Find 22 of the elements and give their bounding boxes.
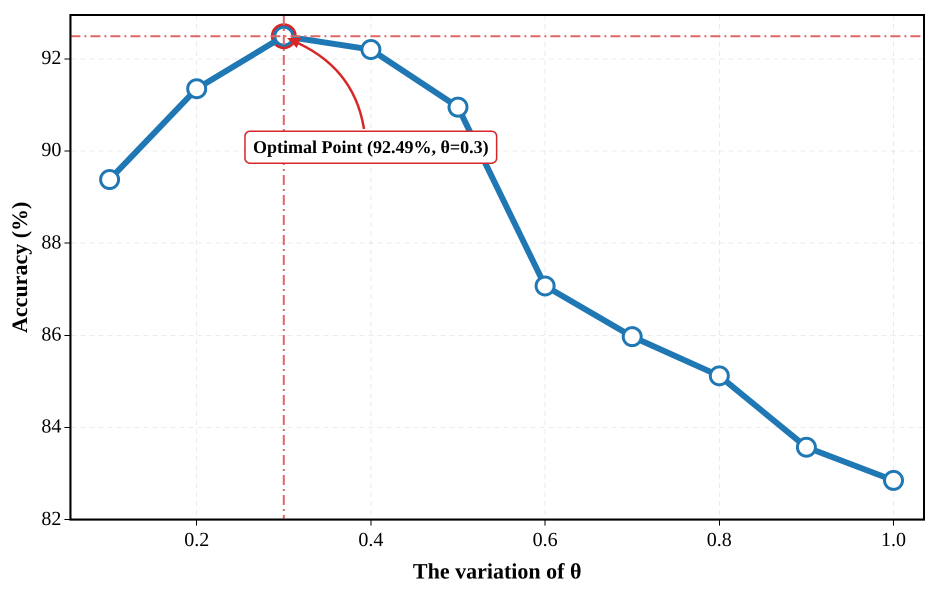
y-tick-label: 86 — [41, 324, 62, 346]
y-tick-label: 88 — [41, 231, 62, 254]
point — [883, 470, 904, 491]
x-tick-label: 1.0 — [881, 528, 906, 551]
point — [708, 365, 730, 386]
y-tick-label: 82 — [41, 508, 62, 530]
y-tick-label: 90 — [41, 139, 62, 162]
x-axis-title: The variation of θ — [412, 558, 582, 584]
point — [534, 275, 556, 296]
point — [186, 78, 208, 100]
y-axis-title: Accuracy (%) — [6, 202, 32, 333]
x-tick-label: 0.6 — [532, 528, 558, 551]
point — [796, 436, 817, 458]
point — [622, 326, 643, 348]
point — [99, 169, 120, 190]
y-tick-label: 92 — [41, 47, 62, 70]
x-tick-label: 0.4 — [358, 528, 384, 551]
annotation: Optimal Point (92.49%, θ=0.3) — [252, 136, 489, 157]
x-tick-label: 0.8 — [706, 528, 732, 551]
y-tick-label: 84 — [41, 416, 62, 438]
x-tick-label: 0.2 — [184, 528, 210, 551]
point — [448, 96, 469, 118]
